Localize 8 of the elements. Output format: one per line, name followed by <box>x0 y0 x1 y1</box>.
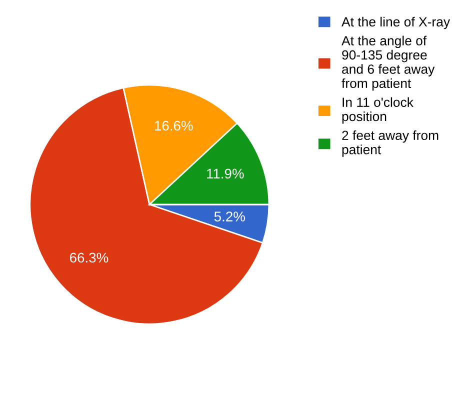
data-label: 66.3% <box>70 252 108 263</box>
legend-label: In 11 o'clock position <box>342 97 414 124</box>
legend-label: At the line of X-ray <box>342 16 450 30</box>
data-label: 16.6% <box>154 120 193 131</box>
legend-label: At the angle of 90-135 degree and 6 feet away from patient <box>342 36 435 91</box>
legend-label: 2 feet away from patient <box>342 130 438 157</box>
data-label: 11.9% <box>207 168 244 179</box>
data-label: 5.2% <box>214 212 245 222</box>
